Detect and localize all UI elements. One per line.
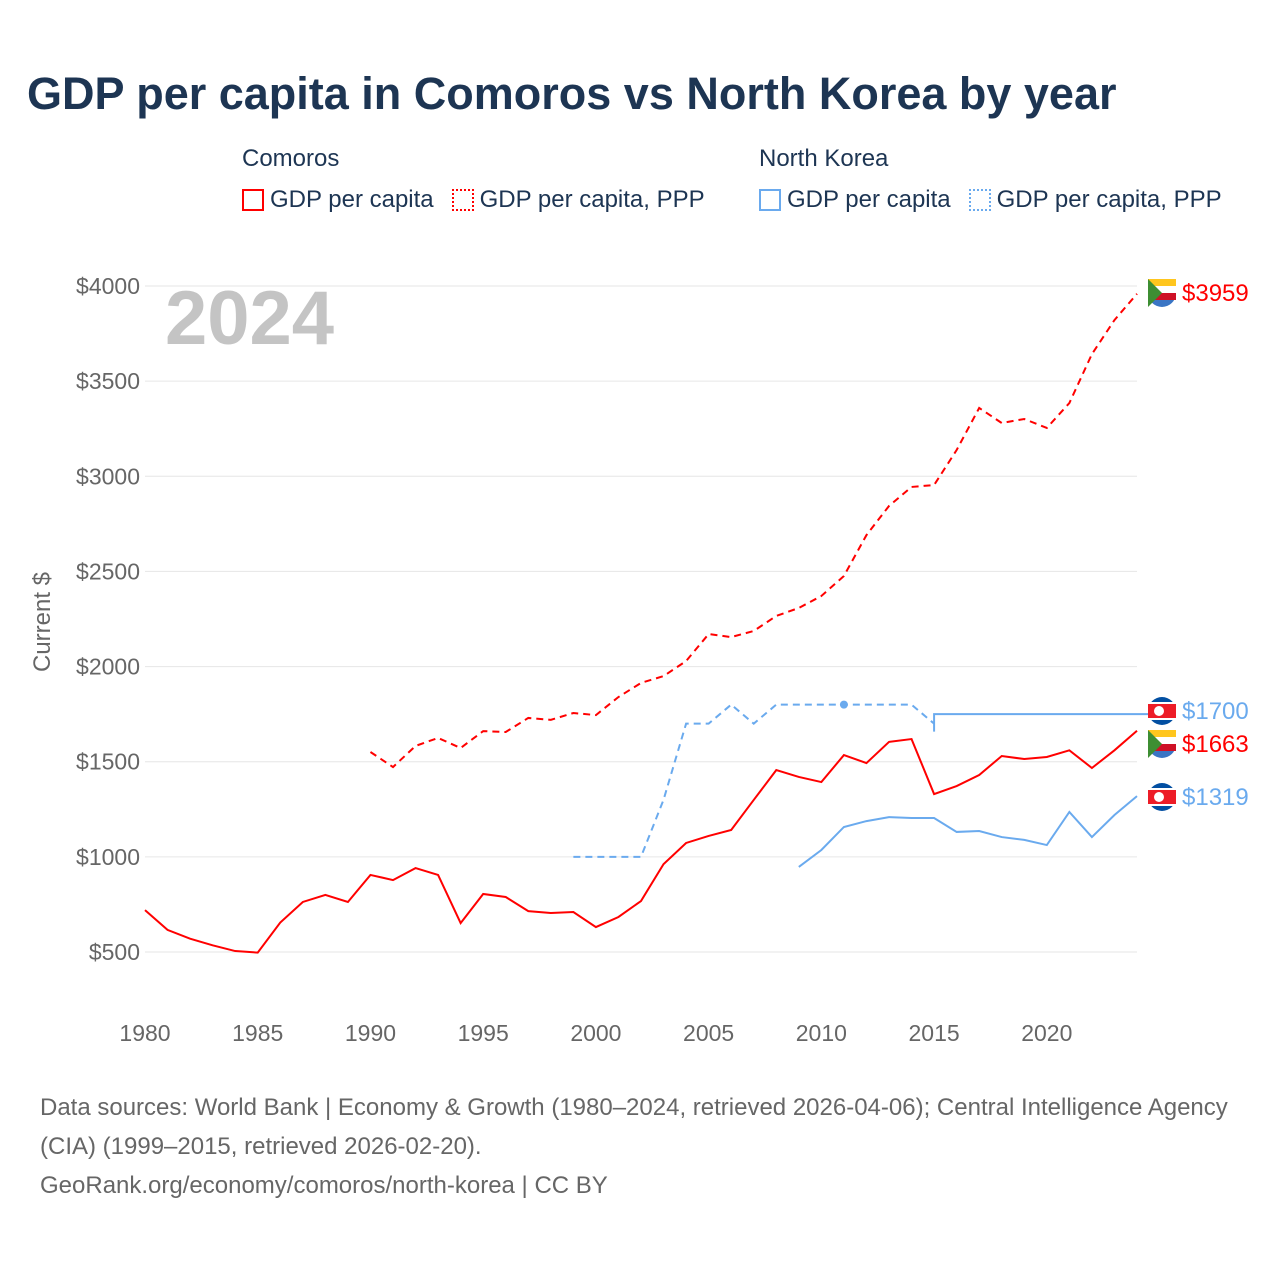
legend-group-north-korea: North Korea [759,145,889,172]
series-line-2 [798,795,1138,868]
series-line-3 [573,703,935,858]
y-tick-label: $1000 [76,844,140,870]
flag-stripe [1148,737,1176,744]
y-tick-label: $3500 [76,368,140,394]
flag-star-disc [1154,792,1164,802]
flag-stripe [1148,293,1176,300]
line-chart: 2024 Current $ $500 $1000 $1500 $2000 $2500 $… [29,273,1249,1046]
legend-item-nk-ppp[interactable]: GDP per capita, PPP [968,186,1222,214]
legend-item-nk-gdp[interactable]: GDP per capita [759,186,951,214]
comoros-flag-icon [1148,730,1176,758]
x-tick-label: 2015 [909,1020,960,1046]
flag-stripe [1148,744,1176,751]
legend-label: GDP per capita [787,186,951,213]
comoros-flag-icon [1148,279,1176,307]
y-tick-label: $3000 [76,463,140,489]
flag-triangle [1148,279,1162,307]
y-tick-label: $1500 [76,749,140,775]
x-tick-label: 2010 [796,1020,847,1046]
flag-triangle [1148,730,1162,758]
solid-swatch-icon [242,189,264,211]
north-korea-flag-icon [1148,783,1176,811]
carry-forward-line [933,713,1150,732]
source-link[interactable]: GeoRank.org/economy/comoros/north-korea … [40,1172,608,1199]
end-value-label: $3959 [1182,280,1249,307]
north-korea-flag-icon [1148,697,1176,725]
x-tick-label: 1985 [232,1020,283,1046]
x-tick-label: 1980 [119,1020,170,1046]
series-line-1 [369,293,1138,769]
legend-group-comoros: Comoros [242,145,340,172]
legend-label: GDP per capita, PPP [996,186,1222,213]
end-value-label: $1700 [1182,698,1249,725]
flag-stripe [1148,730,1176,737]
legend-item-comoros-ppp[interactable]: GDP per capita, PPP [451,186,705,214]
flag-star-disc [1154,706,1164,716]
end-value-label: $1663 [1182,731,1249,758]
y-tick-label: $2000 [76,654,140,680]
solid-swatch-icon [759,189,781,211]
legend-label: GDP per capita [270,186,434,213]
y-tick-label: $500 [89,939,140,965]
y-axis-label: Current $ [29,572,56,672]
x-tick-label: 1995 [458,1020,509,1046]
y-tick-label: $2500 [76,558,140,584]
x-tick-label: 2000 [570,1020,621,1046]
dotted-swatch-icon [451,189,474,211]
x-tick-label: 1990 [345,1020,396,1046]
end-value-label: $1319 [1182,784,1249,811]
legend-item-comoros-gdp[interactable]: GDP per capita [242,186,434,214]
year-watermark: 2024 [165,276,334,361]
dotted-swatch-icon [968,189,991,211]
sources: Data sources: World Bank | Economy & Gro… [40,1088,1250,1205]
legend-north-korea: GDP per capita GDP per capita, PPP [759,186,1222,214]
chart-title: GDP per capita in Comoros vs North Korea… [27,68,1117,119]
x-tick-label: 2020 [1021,1020,1072,1046]
x-tick-label: 2005 [683,1020,734,1046]
flag-stripe [1148,286,1176,293]
legend-label: GDP per capita, PPP [479,186,705,213]
y-tick-label: $4000 [76,273,140,299]
legend-comoros: GDP per capita GDP per capita, PPP [242,186,705,214]
flag-stripe [1148,279,1176,286]
data-point-marker [839,700,848,709]
series-line-0 [144,729,1138,954]
source-text: Data sources: World Bank | Economy & Gro… [40,1094,1228,1160]
